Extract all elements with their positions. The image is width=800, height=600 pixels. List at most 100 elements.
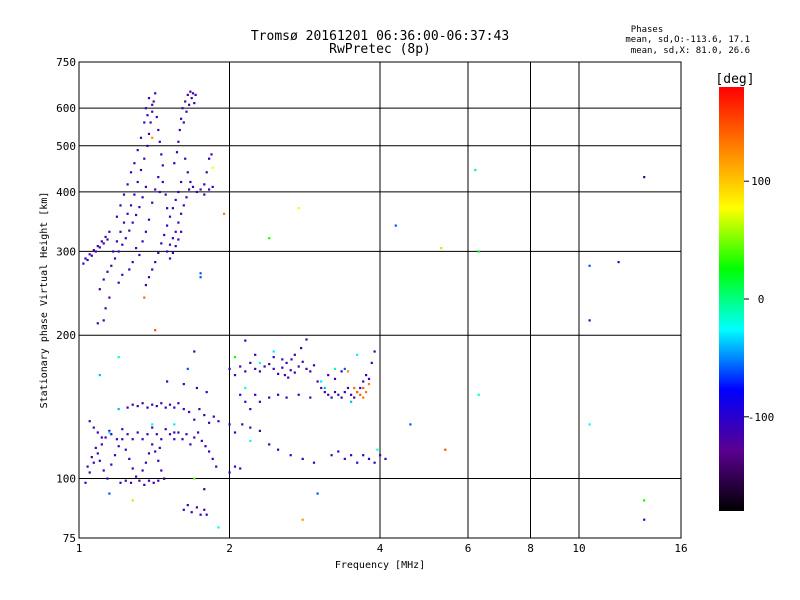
data-point (168, 215, 172, 218)
data-point (177, 140, 180, 143)
data-point (223, 212, 226, 215)
data-point (166, 224, 169, 227)
data-point (174, 245, 177, 248)
data-point (204, 445, 207, 448)
data-point (119, 481, 122, 484)
data-point (168, 243, 172, 246)
data-point (154, 329, 157, 332)
data-point (102, 242, 105, 245)
data-point (367, 457, 371, 460)
data-point (254, 353, 257, 356)
data-point (157, 128, 160, 132)
plot-frame (78, 61, 682, 539)
data-point (228, 471, 231, 474)
data-point (161, 164, 164, 167)
data-point (189, 180, 192, 184)
data-point (333, 391, 337, 394)
data-point (263, 365, 266, 368)
data-point (186, 504, 189, 507)
data-point (617, 261, 620, 264)
data-point (141, 469, 144, 472)
data-point (84, 257, 87, 260)
data-point (90, 254, 93, 257)
data-point (131, 403, 134, 406)
data-point (362, 380, 365, 383)
data-point (160, 242, 163, 245)
data-point (84, 481, 87, 484)
data-point (356, 353, 359, 356)
data-point (131, 499, 134, 502)
data-points (82, 90, 646, 529)
data-point (337, 450, 340, 453)
data-point (409, 423, 412, 426)
data-point (149, 121, 152, 124)
colorbar-tick-label: 0 (758, 293, 765, 306)
data-point (293, 353, 296, 356)
data-point (277, 448, 280, 451)
data-point (121, 438, 124, 441)
data-point (157, 251, 160, 254)
data-point (350, 454, 353, 457)
data-point (160, 153, 163, 156)
data-point (138, 253, 141, 257)
data-point (211, 185, 214, 188)
data-point (258, 400, 261, 403)
data-point (171, 207, 174, 210)
data-point (199, 276, 202, 279)
data-point (217, 526, 220, 529)
data-point (293, 371, 296, 374)
data-point (129, 481, 133, 484)
data-point (244, 339, 247, 342)
data-point (155, 405, 158, 408)
data-point (193, 418, 196, 421)
data-point (362, 386, 365, 390)
data-point (126, 212, 129, 215)
data-point (104, 235, 107, 238)
data-point (128, 457, 131, 460)
data-point (96, 452, 99, 455)
data-point (203, 488, 206, 491)
data-point (90, 456, 93, 459)
data-point (94, 446, 97, 449)
data-point (193, 102, 196, 105)
data-point (157, 459, 160, 462)
data-point (208, 450, 211, 453)
data-point (110, 463, 113, 466)
data-point (178, 128, 181, 132)
data-point (359, 393, 362, 396)
data-point (343, 457, 346, 460)
data-point (128, 229, 131, 232)
data-point (365, 374, 368, 377)
data-point (164, 428, 167, 431)
data-point (301, 360, 304, 363)
data-point (144, 185, 147, 188)
data-point (323, 386, 326, 390)
data-point (588, 319, 591, 322)
data-point (197, 431, 200, 434)
data-point (258, 361, 261, 364)
data-point (239, 467, 242, 470)
data-point (133, 193, 136, 196)
x-tick-label: 16 (674, 542, 687, 555)
x-tick-label: 6 (465, 542, 472, 555)
data-point (141, 402, 144, 405)
data-point (100, 240, 103, 243)
data-point (98, 459, 101, 462)
data-point (195, 506, 198, 509)
data-point (185, 196, 188, 199)
data-point (155, 433, 158, 436)
data-point (151, 423, 154, 426)
data-point (258, 370, 261, 373)
colorbar (719, 87, 744, 511)
data-point (340, 370, 343, 373)
data-point (181, 438, 184, 441)
data-point (290, 358, 293, 361)
data-point (249, 408, 252, 411)
data-point (88, 420, 91, 423)
grid-lines (79, 62, 681, 538)
data-point (168, 403, 172, 406)
data-point (135, 247, 138, 250)
data-point (88, 253, 91, 256)
colorbar-tick-label: -100 (748, 411, 775, 424)
